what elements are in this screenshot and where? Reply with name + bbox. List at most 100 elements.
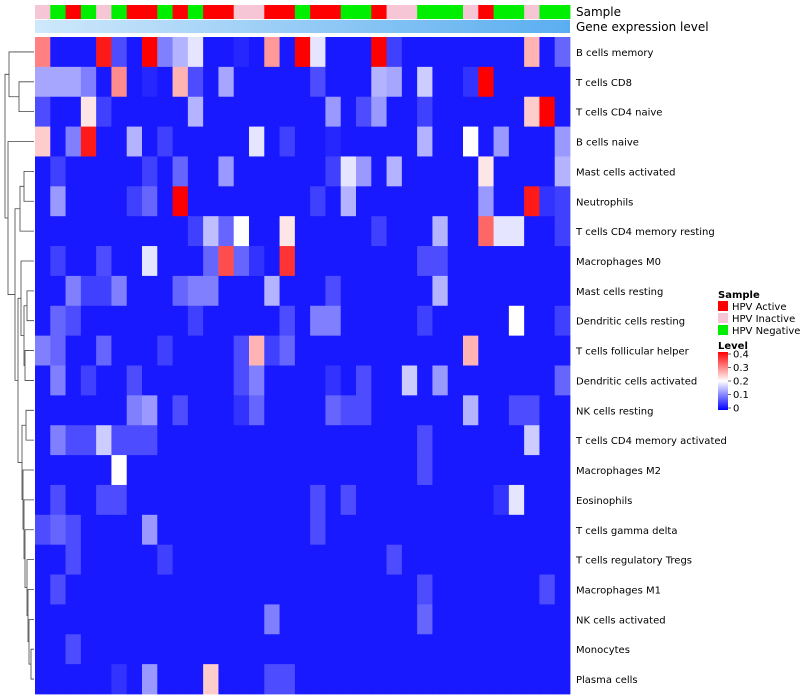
heatmap-cell: [80, 365, 97, 396]
heatmap-cell: [142, 544, 158, 575]
heatmap-cell: [264, 484, 280, 516]
heatmap-cell: [249, 186, 265, 217]
heatmap-cell: [508, 634, 525, 665]
heatmap-cell: [187, 425, 204, 456]
heatmap-cell: [524, 186, 540, 217]
heatmap-cell: [172, 186, 189, 217]
heatmap-cell: [218, 96, 235, 127]
heatmap-cell: [187, 455, 204, 486]
heatmap-cell: [386, 425, 403, 456]
heatmap-cell: [233, 365, 250, 396]
heatmap-cell: [264, 544, 280, 575]
heatmap-cell: [157, 574, 173, 605]
heatmap-cell: [371, 544, 387, 575]
heatmap-cell: [478, 365, 494, 396]
heatmap-cell: [554, 425, 571, 456]
heatmap-cell: [80, 395, 97, 426]
heatmap-cell: [279, 574, 296, 605]
heatmap-cell: [386, 126, 403, 157]
heatmap-cell: [508, 395, 525, 426]
heatmap-cell: [35, 126, 51, 157]
heatmap-cell: [157, 664, 173, 695]
heatmap-cell: [539, 634, 556, 665]
heatmap-cell: [554, 574, 571, 605]
heatmap-cell: [432, 365, 449, 396]
heatmap-cell: [463, 634, 479, 665]
heatmap-cell: [478, 634, 494, 665]
heatmap-cell: [233, 275, 250, 307]
heatmap-cell: [493, 455, 510, 486]
heatmap-cell: [478, 186, 494, 217]
heatmap-cell: [447, 66, 464, 98]
heatmap-cell: [508, 246, 525, 277]
heatmap-cell: [142, 574, 158, 605]
heatmap-cell: [65, 186, 82, 217]
legend-label-active: HPV Active: [732, 302, 787, 313]
heatmap-cell: [294, 96, 311, 127]
heatmap-cell: [249, 156, 265, 187]
heatmap-cell: [157, 66, 173, 98]
heatmap-cell: [142, 186, 158, 217]
heatmap-cell: [294, 275, 311, 307]
heatmap-cell: [340, 514, 357, 546]
heatmap-cell: [432, 246, 449, 277]
heatmap-cell: [50, 664, 66, 695]
heatmap-cell: [172, 216, 189, 247]
row-label: Dendritic cells resting: [576, 317, 685, 328]
heatmap-cell: [233, 484, 250, 516]
heatmap-cell: [50, 544, 66, 575]
heatmap-cell: [50, 156, 66, 187]
heatmap-cell: [539, 604, 556, 635]
heatmap-cell: [554, 395, 571, 426]
heatmap-cell: [264, 246, 280, 277]
heatmap-cell: [218, 634, 235, 665]
heatmap-cell: [325, 335, 342, 366]
heatmap-cell: [371, 664, 387, 695]
heatmap-cell: [310, 604, 326, 635]
heatmap-cell: [508, 305, 525, 337]
heatmap-cell: [80, 305, 97, 337]
heatmap-cell: [493, 425, 510, 456]
row-label: Plasma cells: [576, 675, 638, 686]
heatmap-cell: [294, 634, 311, 665]
heatmap-cell: [493, 484, 510, 516]
heatmap-cell: [432, 66, 449, 98]
heatmap-cell: [478, 455, 494, 486]
heatmap-cell: [463, 574, 479, 605]
heatmap-cell: [508, 126, 525, 157]
heatmap-cell: [249, 365, 265, 396]
heatmap-cell: [539, 126, 556, 157]
heatmap-cell: [508, 335, 525, 366]
heatmap-cell: [50, 395, 66, 426]
heatmap-cell: [111, 156, 128, 187]
heatmap-cell: [172, 335, 189, 366]
sample-annotation-cell: [50, 5, 66, 19]
heatmap-cell: [524, 275, 540, 307]
dendrogram-branch: [8, 51, 34, 98]
heatmap-cell: [233, 37, 250, 68]
heatmap-cell: [203, 544, 219, 575]
heatmap-cell: [310, 186, 326, 217]
heatmap-cell: [35, 544, 51, 575]
heatmap-cell: [325, 634, 342, 665]
heatmap-cell: [463, 365, 479, 396]
heatmap-cell: [447, 96, 464, 127]
heatmap-cell: [478, 126, 494, 157]
row-label: T cells follicular helper: [575, 347, 690, 358]
heatmap-cell: [447, 395, 464, 426]
heatmap-cell: [157, 604, 173, 635]
sample-annotation-cell: [340, 5, 357, 19]
legend-sample-title: Sample: [718, 290, 760, 301]
heatmap-cell: [294, 484, 311, 516]
heatmap-cell: [96, 544, 112, 575]
heatmap-cell: [478, 335, 494, 366]
heatmap-cell: [218, 66, 235, 98]
heatmap-cell: [493, 126, 510, 157]
heatmap-cell: [142, 604, 158, 635]
heatmap-cell: [187, 544, 204, 575]
heatmap-cell: [478, 664, 494, 695]
heatmap-cell: [508, 275, 525, 307]
heatmap-cell: [310, 96, 326, 127]
heatmap-cell: [401, 186, 418, 217]
heatmap-cell: [187, 186, 204, 217]
